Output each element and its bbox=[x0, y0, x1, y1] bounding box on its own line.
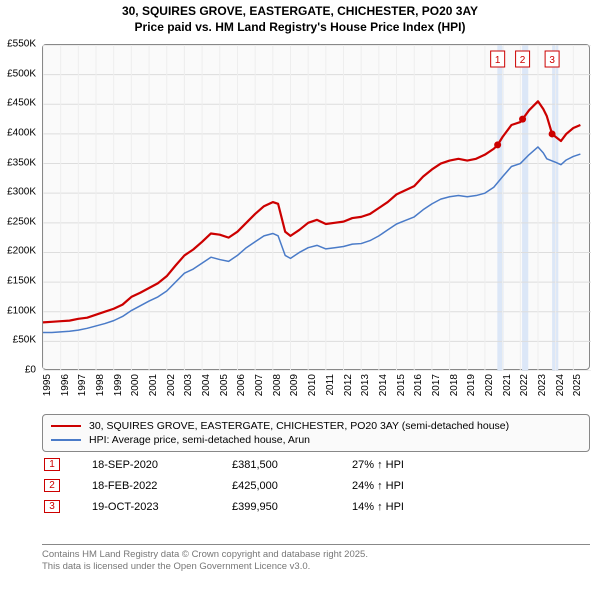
x-tick-label: 1995 bbox=[42, 374, 53, 396]
sale-row: 218-FEB-2022£425,00024% ↑ HPI bbox=[42, 475, 590, 496]
x-tick-label: 2025 bbox=[572, 374, 583, 396]
y-tick-label: £300K bbox=[7, 187, 36, 198]
x-tick-label: 2007 bbox=[254, 374, 265, 396]
svg-text:1: 1 bbox=[495, 55, 501, 66]
y-tick-label: £250K bbox=[7, 216, 36, 227]
x-tick-label: 2021 bbox=[502, 374, 513, 396]
x-tick-label: 2022 bbox=[519, 374, 530, 396]
sale-hpi: 27% ↑ HPI bbox=[352, 459, 502, 471]
svg-text:2: 2 bbox=[520, 55, 526, 66]
x-tick-label: 2011 bbox=[325, 374, 336, 396]
x-tick-label: 2003 bbox=[183, 374, 194, 396]
x-tick-label: 2018 bbox=[449, 374, 460, 396]
y-tick-label: £450K bbox=[7, 98, 36, 109]
plot-area: 1 2 3 bbox=[42, 44, 590, 370]
y-tick-label: £200K bbox=[7, 246, 36, 257]
x-axis-ticks: 1995 1996 1997 1998 1999 2000 2001 2002 2003 2004… bbox=[42, 370, 590, 412]
y-tick-label: £50K bbox=[13, 335, 36, 346]
sale-price: £381,500 bbox=[232, 459, 352, 471]
y-tick-label: £150K bbox=[7, 276, 36, 287]
sale-marker: 2 bbox=[42, 479, 62, 492]
x-tick-label: 2008 bbox=[272, 374, 283, 396]
legend-item: HPI: Average price, semi-detached house,… bbox=[51, 433, 581, 447]
x-tick-label: 2024 bbox=[555, 374, 566, 396]
y-tick-label: £550K bbox=[7, 39, 36, 50]
sale-date: 19-OCT-2023 bbox=[62, 501, 232, 513]
legend-swatch bbox=[51, 439, 81, 441]
sale-marker: 3 bbox=[42, 500, 62, 513]
sale-price: £399,950 bbox=[232, 501, 352, 513]
footer-line-1: Contains HM Land Registry data © Crown c… bbox=[42, 549, 590, 561]
title-line-1: 30, SQUIRES GROVE, EASTERGATE, CHICHESTE… bbox=[0, 4, 600, 20]
footer-line-2: This data is licensed under the Open Gov… bbox=[42, 561, 590, 573]
x-tick-label: 1997 bbox=[77, 374, 88, 396]
x-tick-label: 2020 bbox=[484, 374, 495, 396]
sales-table: 118-SEP-2020£381,50027% ↑ HPI218-FEB-202… bbox=[42, 454, 590, 517]
sale-hpi: 14% ↑ HPI bbox=[352, 501, 502, 513]
x-tick-label: 2005 bbox=[219, 374, 230, 396]
sale-date: 18-FEB-2022 bbox=[62, 480, 232, 492]
x-tick-label: 2015 bbox=[396, 374, 407, 396]
x-tick-label: 1999 bbox=[113, 374, 124, 396]
x-tick-label: 2010 bbox=[307, 374, 318, 396]
y-tick-label: £400K bbox=[7, 127, 36, 138]
x-tick-label: 2012 bbox=[343, 374, 354, 396]
y-tick-label: £350K bbox=[7, 157, 36, 168]
x-tick-label: 2002 bbox=[166, 374, 177, 396]
x-tick-label: 2006 bbox=[236, 374, 247, 396]
sale-date: 18-SEP-2020 bbox=[62, 459, 232, 471]
svg-text:3: 3 bbox=[549, 55, 555, 66]
chart-svg: 1 2 3 bbox=[43, 45, 591, 371]
sale-row: 118-SEP-2020£381,50027% ↑ HPI bbox=[42, 454, 590, 475]
y-axis-ticks: £0£50K£100K£150K£200K£250K£300K£350K£400… bbox=[0, 44, 40, 370]
x-tick-label: 1998 bbox=[95, 374, 106, 396]
legend-item: 30, SQUIRES GROVE, EASTERGATE, CHICHESTE… bbox=[51, 419, 581, 433]
title-line-2: Price paid vs. HM Land Registry's House … bbox=[0, 20, 600, 36]
x-tick-label: 2016 bbox=[413, 374, 424, 396]
x-tick-label: 2009 bbox=[289, 374, 300, 396]
x-tick-label: 2017 bbox=[431, 374, 442, 396]
x-tick-label: 2001 bbox=[148, 374, 159, 396]
x-tick-label: 2000 bbox=[130, 374, 141, 396]
x-tick-label: 2023 bbox=[537, 374, 548, 396]
sale-hpi: 24% ↑ HPI bbox=[352, 480, 502, 492]
footer: Contains HM Land Registry data © Crown c… bbox=[42, 544, 590, 574]
x-tick-label: 2014 bbox=[378, 374, 389, 396]
y-tick-label: £100K bbox=[7, 305, 36, 316]
sale-marker: 1 bbox=[42, 458, 62, 471]
x-tick-label: 2019 bbox=[466, 374, 477, 396]
y-tick-label: £500K bbox=[7, 68, 36, 79]
y-tick-label: £0 bbox=[25, 365, 36, 376]
chart-title: 30, SQUIRES GROVE, EASTERGATE, CHICHESTE… bbox=[0, 0, 600, 35]
sale-row: 319-OCT-2023£399,95014% ↑ HPI bbox=[42, 496, 590, 517]
legend-swatch bbox=[51, 425, 81, 427]
x-tick-label: 1996 bbox=[60, 374, 71, 396]
x-tick-label: 2013 bbox=[360, 374, 371, 396]
sale-price: £425,000 bbox=[232, 480, 352, 492]
legend: 30, SQUIRES GROVE, EASTERGATE, CHICHESTE… bbox=[42, 414, 590, 452]
x-tick-label: 2004 bbox=[201, 374, 212, 396]
chart-container: 30, SQUIRES GROVE, EASTERGATE, CHICHESTE… bbox=[0, 0, 600, 590]
legend-label: 30, SQUIRES GROVE, EASTERGATE, CHICHESTE… bbox=[89, 420, 509, 432]
legend-label: HPI: Average price, semi-detached house,… bbox=[89, 434, 310, 446]
